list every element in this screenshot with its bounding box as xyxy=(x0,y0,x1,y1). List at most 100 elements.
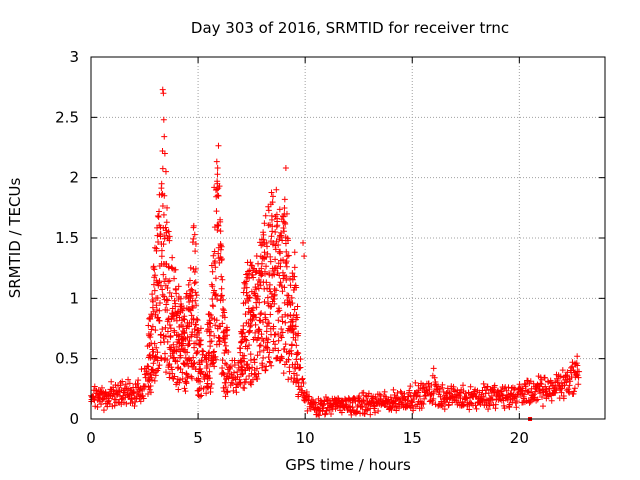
data-point xyxy=(100,407,107,414)
data-point xyxy=(156,300,163,307)
data-point xyxy=(211,248,218,255)
data-point xyxy=(94,403,101,410)
data-point xyxy=(190,354,197,361)
data-point xyxy=(153,344,160,351)
data-point xyxy=(574,353,581,360)
data-point xyxy=(266,281,273,288)
data-point xyxy=(210,252,217,259)
data-point xyxy=(152,372,159,379)
data-point xyxy=(175,386,182,393)
data-point xyxy=(299,375,306,382)
data-point xyxy=(489,396,496,403)
data-point xyxy=(243,278,250,285)
data-point xyxy=(151,340,158,347)
data-point xyxy=(207,388,214,395)
data-point xyxy=(559,367,566,374)
data-point xyxy=(244,345,251,352)
data-point xyxy=(315,411,322,418)
data-point xyxy=(571,388,578,395)
data-point xyxy=(160,116,167,123)
data-point xyxy=(255,370,262,377)
data-point xyxy=(211,287,218,294)
data-point xyxy=(163,219,170,226)
data-point xyxy=(193,292,200,299)
data-point xyxy=(233,389,240,396)
data-point xyxy=(221,339,228,346)
data-point xyxy=(284,292,291,299)
data-point xyxy=(260,354,267,361)
data-point xyxy=(347,408,354,415)
data-point xyxy=(298,383,305,390)
data-point xyxy=(112,381,119,388)
data-point xyxy=(263,363,270,370)
data-point xyxy=(182,388,189,395)
data-point xyxy=(147,383,154,390)
data-point xyxy=(246,294,253,301)
data-point xyxy=(404,397,411,404)
data-point xyxy=(220,370,227,377)
x-tick-label: 15 xyxy=(403,429,422,447)
data-point xyxy=(211,348,218,355)
data-point xyxy=(272,246,279,253)
data-point xyxy=(145,376,152,383)
data-point xyxy=(251,265,258,272)
data-point xyxy=(147,316,154,323)
data-point xyxy=(152,272,159,279)
data-point xyxy=(322,410,329,417)
data-point xyxy=(162,224,169,231)
data-point xyxy=(197,325,204,332)
data-point xyxy=(283,277,290,284)
data-point xyxy=(157,231,164,238)
data-point xyxy=(408,398,415,405)
data-point xyxy=(528,385,535,392)
data-point xyxy=(288,341,295,348)
data-point xyxy=(222,393,229,400)
data-point xyxy=(407,392,414,399)
data-point xyxy=(165,228,172,235)
data-point xyxy=(147,389,154,396)
data-point xyxy=(153,302,160,309)
data-point xyxy=(246,328,253,335)
data-point xyxy=(288,294,295,301)
data-point xyxy=(269,193,276,200)
data-point xyxy=(186,337,193,344)
data-point xyxy=(300,239,307,246)
data-point xyxy=(217,228,224,235)
data-point xyxy=(164,204,171,211)
data-point xyxy=(214,171,221,178)
data-point xyxy=(245,298,252,305)
data-point xyxy=(206,375,213,382)
data-point xyxy=(254,352,261,359)
data-point xyxy=(275,241,282,248)
data-point xyxy=(177,365,184,372)
data-point xyxy=(282,319,289,326)
data-point xyxy=(294,303,301,310)
data-point xyxy=(207,312,214,319)
data-point xyxy=(521,380,528,387)
data-point xyxy=(177,295,184,302)
data-point xyxy=(164,285,171,292)
data-point xyxy=(253,286,260,293)
data-point xyxy=(295,350,302,357)
data-point xyxy=(252,269,259,276)
data-point xyxy=(283,258,290,265)
data-point xyxy=(180,315,187,322)
data-point xyxy=(272,228,279,235)
data-point xyxy=(575,381,582,388)
data-point xyxy=(390,386,397,393)
data-point xyxy=(147,331,154,338)
data-point xyxy=(211,332,218,339)
data-point xyxy=(420,401,427,408)
data-point xyxy=(267,253,274,260)
data-point xyxy=(256,326,263,333)
data-point xyxy=(156,307,163,314)
data-point xyxy=(172,303,179,310)
data-point xyxy=(285,252,292,259)
data-point xyxy=(363,407,370,414)
data-point xyxy=(125,376,132,383)
data-point xyxy=(135,377,142,384)
data-point xyxy=(381,388,388,395)
data-point xyxy=(210,349,217,356)
data-point xyxy=(188,312,195,319)
data-point xyxy=(219,357,226,364)
